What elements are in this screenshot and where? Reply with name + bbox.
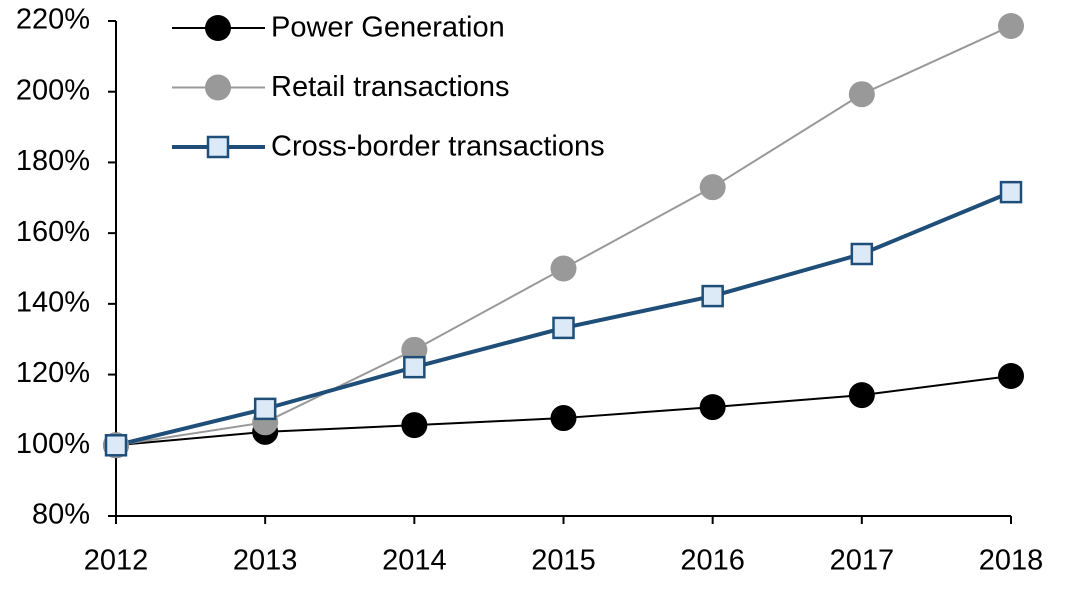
data-point bbox=[998, 12, 1024, 39]
x-tick-label: 2012 bbox=[84, 545, 149, 577]
x-tick-label: 2015 bbox=[531, 545, 596, 577]
y-tick-label: 80% bbox=[32, 499, 90, 531]
data-point bbox=[550, 405, 577, 432]
data-point bbox=[848, 382, 875, 409]
data-point bbox=[701, 284, 724, 308]
x-tick-label: 2018 bbox=[979, 545, 1044, 577]
data-point bbox=[699, 394, 726, 421]
x-tick-label: 2014 bbox=[382, 545, 447, 577]
data-point bbox=[401, 412, 428, 439]
data-point bbox=[999, 180, 1023, 204]
x-tick-label: 2013 bbox=[233, 545, 298, 577]
y-tick-label: 160% bbox=[16, 216, 90, 248]
data-point bbox=[998, 362, 1024, 389]
y-tick-label: 120% bbox=[16, 357, 90, 389]
data-point bbox=[552, 316, 575, 340]
x-tick-label: 2017 bbox=[830, 545, 895, 577]
y-tick-label: 220% bbox=[16, 4, 90, 36]
legend-label: Power Generation bbox=[271, 12, 505, 44]
series-line bbox=[115, 25, 1012, 447]
y-tick-label: 200% bbox=[16, 74, 90, 106]
legend-label: Retail transactions bbox=[271, 71, 510, 103]
data-point bbox=[699, 174, 726, 201]
legend-marker bbox=[206, 135, 230, 159]
legend-marker bbox=[205, 15, 231, 41]
y-tick-label: 140% bbox=[16, 287, 90, 319]
data-point bbox=[850, 242, 874, 266]
legend-marker bbox=[205, 74, 231, 101]
legend-label: Cross-border transactions bbox=[271, 131, 605, 163]
data-point bbox=[403, 355, 426, 379]
x-tick-label: 2016 bbox=[680, 545, 745, 577]
y-tick-label: 180% bbox=[16, 145, 90, 177]
data-point bbox=[550, 255, 577, 282]
data-point bbox=[104, 434, 128, 457]
y-tick-label: 100% bbox=[16, 428, 90, 460]
data-point bbox=[253, 397, 277, 421]
data-point bbox=[848, 81, 875, 108]
